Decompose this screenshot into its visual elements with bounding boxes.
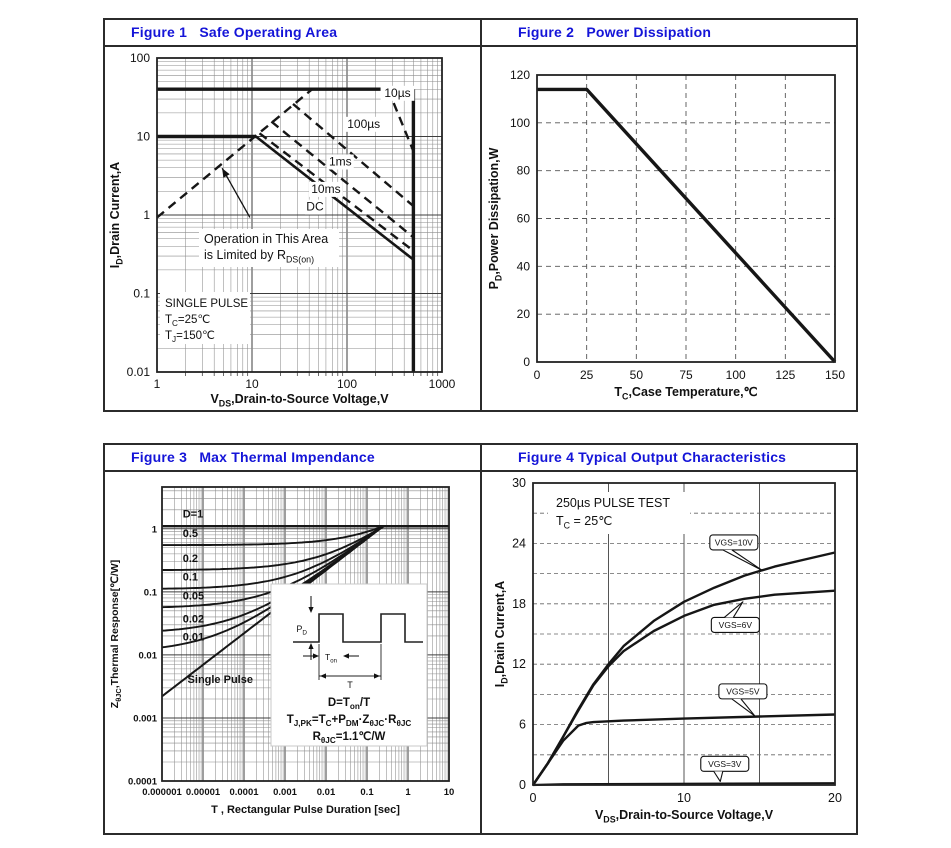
svg-text:40: 40 xyxy=(517,259,531,273)
svg-text:T: T xyxy=(347,680,353,690)
svg-text:0.01: 0.01 xyxy=(139,650,158,661)
svg-text:TJ=150℃: TJ=150℃ xyxy=(165,330,215,344)
svg-text:RθJC=1.1℃/W: RθJC=1.1℃/W xyxy=(313,730,386,745)
svg-text:D=1: D=1 xyxy=(183,508,204,520)
svg-text:80: 80 xyxy=(517,164,531,178)
svg-text:125: 125 xyxy=(775,368,795,382)
svg-text:0.1: 0.1 xyxy=(360,787,374,798)
figure3-title: Figure 3 Max Thermal Impendance xyxy=(105,445,480,472)
svg-text:TC = 25℃: TC = 25℃ xyxy=(556,514,612,530)
figure1-title: Figure 1 Safe Operating Area xyxy=(105,20,480,47)
figure2-panel: Figure 2 Power Dissipation 0 25 50 75 100 125… xyxy=(482,20,856,410)
svg-text:20: 20 xyxy=(828,791,842,805)
svg-text:is Limited by RDS(on): is Limited by RDS(on) xyxy=(204,248,314,264)
svg-text:50: 50 xyxy=(630,368,644,382)
svg-text:0.001: 0.001 xyxy=(273,787,297,798)
svg-text:T , Rectangular Pulse Duration: T , Rectangular Pulse Duration [sec] xyxy=(211,804,400,816)
figure1-soa-chart: Operation in This Area is Limited by RDS(… xyxy=(108,51,456,408)
svg-text:10: 10 xyxy=(137,130,151,144)
svg-text:0.2: 0.2 xyxy=(183,553,198,565)
svg-text:PD: PD xyxy=(296,624,307,636)
svg-text:10ms: 10ms xyxy=(311,182,340,196)
svg-text:0.5: 0.5 xyxy=(183,528,198,540)
svg-text:0.001: 0.001 xyxy=(133,713,157,724)
svg-text:TC=25℃: TC=25℃ xyxy=(165,314,210,328)
svg-text:VDS,Drain-to-Source Voltage,V: VDS,Drain-to-Source Voltage,V xyxy=(210,392,389,408)
svg-text:0.01: 0.01 xyxy=(183,631,204,643)
figure2-power-dissipation-chart: 0 25 50 75 100 125 150 0 20 40 60 80 100 120 TC,Case T… xyxy=(487,68,845,401)
svg-text:Single Pulse: Single Pulse xyxy=(188,674,253,686)
svg-text:100: 100 xyxy=(726,368,746,382)
svg-text:0: 0 xyxy=(519,778,526,792)
svg-text:1: 1 xyxy=(152,524,158,535)
svg-text:0.00001: 0.00001 xyxy=(186,787,221,798)
svg-text:0.05: 0.05 xyxy=(183,590,204,602)
svg-text:20: 20 xyxy=(517,307,531,321)
svg-text:VGS=3V: VGS=3V xyxy=(708,759,742,769)
svg-text:250µs PULSE TEST: 250µs PULSE TEST xyxy=(556,496,670,510)
figure2-title: Figure 2 Power Dissipation xyxy=(482,20,856,47)
svg-text:VGS=10V: VGS=10V xyxy=(715,537,753,547)
svg-text:0.0001: 0.0001 xyxy=(229,787,259,798)
svg-text:10: 10 xyxy=(677,791,691,805)
svg-text:Ton: Ton xyxy=(325,652,337,664)
figures-row-bottom: Figure 3 Max Thermal Impendance D=1 0.5 0.… xyxy=(103,443,858,835)
figure3-thermal-impedance-chart: D=1 0.5 0.2 0.1 0.05 0.02 0.01 Single Pulse PD To… xyxy=(109,486,455,816)
svg-text:VDS,Drain-to-Source Voltage,V: VDS,Drain-to-Source Voltage,V xyxy=(595,808,774,824)
svg-text:150: 150 xyxy=(825,368,845,382)
figure4-panel: Figure 4 Typical Output Characteristics … xyxy=(482,445,856,833)
svg-text:10: 10 xyxy=(245,377,259,391)
figures-row-top: Figure 1 Safe Operating Area Operation i… xyxy=(103,18,858,412)
svg-text:24: 24 xyxy=(512,536,526,550)
svg-text:D=Ton/T: D=Ton/T xyxy=(328,697,370,711)
svg-text:ZθJC,Thermal Response[℃/W]: ZθJC,Thermal Response[℃/W] xyxy=(109,560,123,708)
svg-text:Operation in This Area: Operation in This Area xyxy=(204,232,328,246)
svg-text:100: 100 xyxy=(337,377,357,391)
svg-text:1: 1 xyxy=(143,208,150,222)
svg-text:0.02: 0.02 xyxy=(183,614,204,626)
svg-text:VGS=6V: VGS=6V xyxy=(719,620,753,630)
svg-text:ID,Drain Current,A: ID,Drain Current,A xyxy=(108,162,124,268)
svg-text:25: 25 xyxy=(580,368,594,382)
svg-text:0.000001: 0.000001 xyxy=(142,787,182,798)
svg-text:0.01: 0.01 xyxy=(127,365,151,379)
svg-text:10µs: 10µs xyxy=(384,86,410,100)
svg-text:1: 1 xyxy=(405,787,411,798)
svg-text:100: 100 xyxy=(510,116,530,130)
svg-text:TC,Case Temperature,℃: TC,Case Temperature,℃ xyxy=(614,385,757,401)
svg-text:0.01: 0.01 xyxy=(317,787,336,798)
svg-text:PD,Power Dissipation,W: PD,Power Dissipation,W xyxy=(487,147,503,289)
svg-text:6: 6 xyxy=(519,718,526,732)
svg-text:100µs: 100µs xyxy=(347,117,380,131)
svg-text:1: 1 xyxy=(154,377,161,391)
svg-text:120: 120 xyxy=(510,68,530,82)
svg-text:30: 30 xyxy=(512,476,526,490)
figure1-panel: Figure 1 Safe Operating Area Operation i… xyxy=(105,20,482,410)
figure4-title: Figure 4 Typical Output Characteristics xyxy=(482,445,856,472)
svg-text:0.0001: 0.0001 xyxy=(128,777,158,788)
figure3-panel: Figure 3 Max Thermal Impendance D=1 0.5 0.… xyxy=(105,445,482,833)
svg-text:75: 75 xyxy=(679,368,693,382)
svg-text:0: 0 xyxy=(523,355,530,369)
svg-text:SINGLE PULSE: SINGLE PULSE xyxy=(165,298,248,310)
svg-text:10: 10 xyxy=(444,787,455,798)
svg-text:VGS=5V: VGS=5V xyxy=(726,686,760,696)
svg-text:12: 12 xyxy=(512,657,526,671)
svg-text:18: 18 xyxy=(512,597,526,611)
svg-text:DC: DC xyxy=(306,200,324,214)
svg-text:1000: 1000 xyxy=(429,377,456,391)
svg-text:0.1: 0.1 xyxy=(144,587,158,598)
svg-text:1ms: 1ms xyxy=(329,155,352,169)
figure4-output-characteristics-chart: 250µs PULSE TEST TC = 25℃ VGS=10V VGS=6V VGS… xyxy=(493,476,842,824)
svg-text:100: 100 xyxy=(130,51,150,65)
svg-text:ID,Drain Current,A: ID,Drain Current,A xyxy=(493,581,509,687)
svg-text:TJ,PK=TC+PDM·ZθJC·RθJC: TJ,PK=TC+PDM·ZθJC·RθJC xyxy=(287,714,412,728)
svg-text:60: 60 xyxy=(517,212,531,226)
svg-text:0.1: 0.1 xyxy=(133,287,150,301)
svg-text:0.1: 0.1 xyxy=(183,571,198,583)
svg-text:0: 0 xyxy=(534,368,541,382)
svg-text:0: 0 xyxy=(530,791,537,805)
